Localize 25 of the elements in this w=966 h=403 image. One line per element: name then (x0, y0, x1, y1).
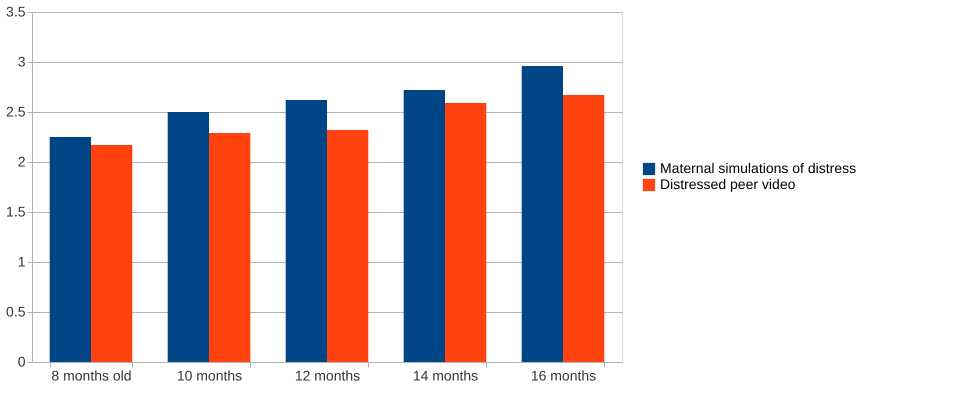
y-tick-label: 2.5 (6, 104, 26, 120)
x-tick-label: 10 months (176, 368, 242, 384)
bar (563, 95, 604, 362)
y-tick-label: 3 (18, 54, 26, 70)
y-tick-label: 3.5 (6, 4, 26, 20)
bar (445, 103, 486, 362)
bar (522, 66, 563, 362)
bar (91, 145, 132, 362)
x-tick-label: 12 months (294, 368, 360, 384)
legend-label: Distressed peer video (660, 176, 796, 192)
x-tick-label: 16 months (530, 368, 596, 384)
bar (168, 112, 209, 362)
legend-label: Maternal simulations of distress (660, 160, 856, 176)
bar (209, 133, 250, 362)
y-tick-label: 2 (18, 154, 26, 170)
bar (286, 100, 327, 362)
bar (404, 90, 445, 362)
y-tick-label: 1 (18, 254, 26, 270)
x-tick-label: 8 months old (51, 368, 132, 384)
bar (50, 137, 91, 362)
y-tick-label: 1.5 (6, 204, 26, 220)
bar (327, 130, 368, 362)
y-tick-label: 0 (18, 354, 26, 370)
y-tick-label: 0.5 (6, 304, 26, 320)
x-tick-label: 14 months (412, 368, 478, 384)
